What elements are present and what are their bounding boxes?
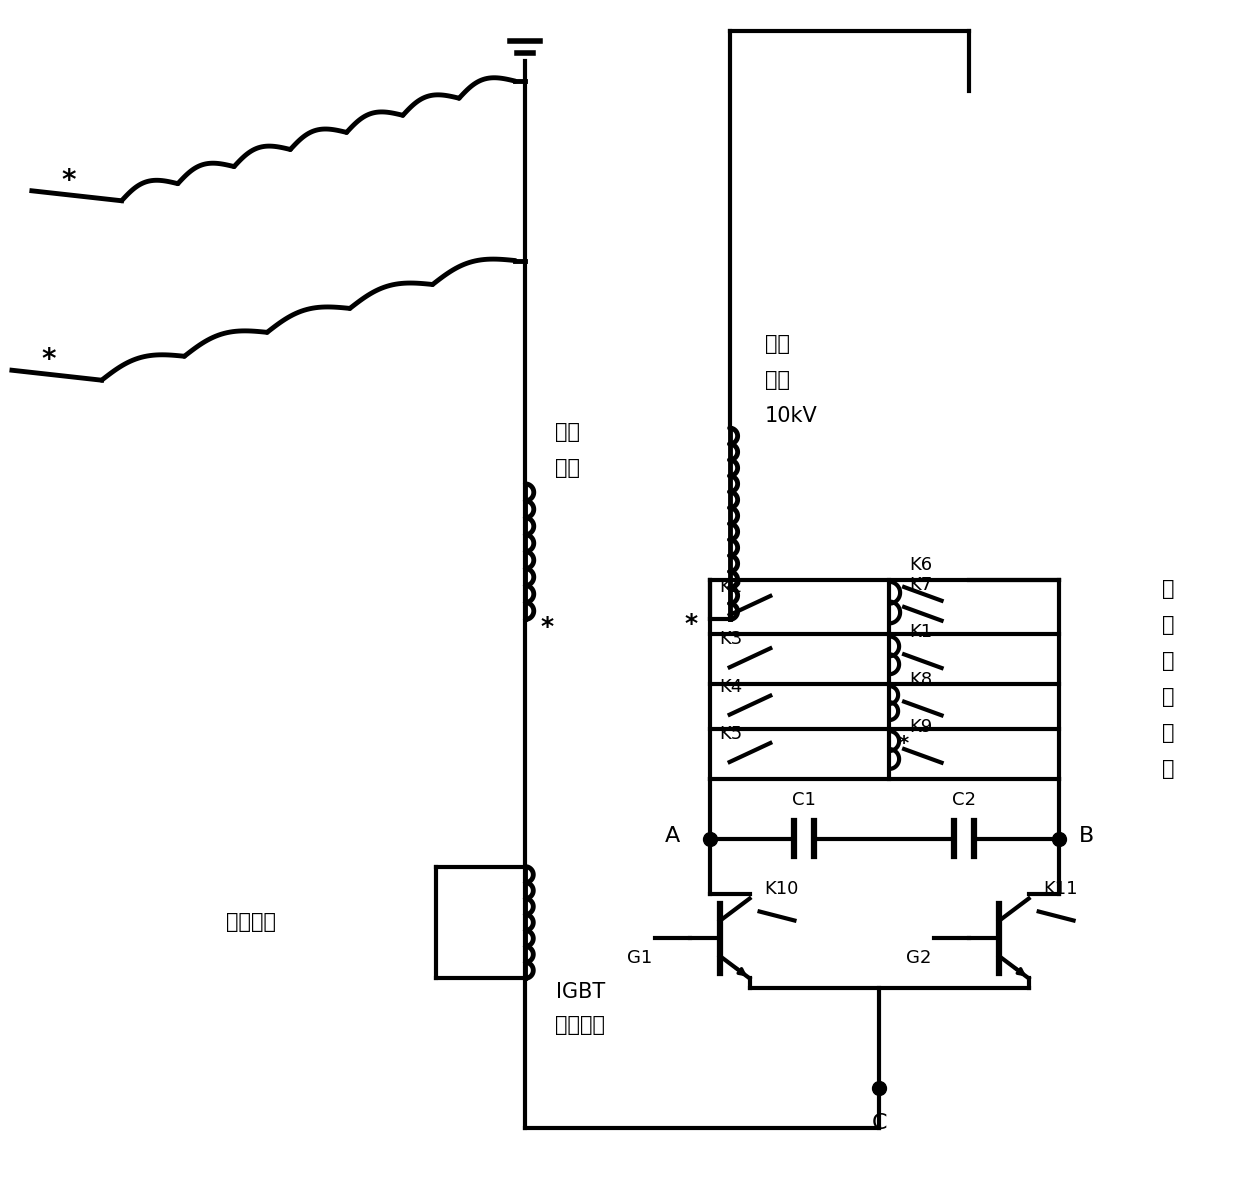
Text: G2: G2 <box>906 950 931 968</box>
Text: *: * <box>684 613 698 637</box>
Text: K7: K7 <box>909 576 932 594</box>
Text: K10: K10 <box>765 880 799 898</box>
Text: A: A <box>665 826 680 845</box>
Text: G1: G1 <box>627 950 652 968</box>
Text: *: * <box>899 734 909 753</box>
Text: *: * <box>541 615 553 639</box>
Text: C: C <box>872 1113 887 1133</box>
Text: K8: K8 <box>909 670 932 688</box>
Text: K11: K11 <box>1044 880 1078 898</box>
Text: B: B <box>1079 826 1094 845</box>
Text: *: * <box>62 167 77 194</box>
Text: K9: K9 <box>909 718 932 736</box>
Text: 可
调
绕
组
组
件: 可 调 绕 组 组 件 <box>1162 579 1174 779</box>
Text: K6: K6 <box>909 556 932 574</box>
Text: K4: K4 <box>719 677 743 695</box>
Text: 低压
绕组: 低压 绕组 <box>556 422 580 478</box>
Text: C1: C1 <box>792 791 816 809</box>
Text: C2: C2 <box>952 791 976 809</box>
Text: K3: K3 <box>719 631 743 649</box>
Text: *: * <box>42 347 56 374</box>
Text: IGBT
切换机构: IGBT 切换机构 <box>556 982 605 1035</box>
Text: K2: K2 <box>719 578 743 596</box>
Text: 测量绕组: 测量绕组 <box>226 912 277 933</box>
Text: K1: K1 <box>909 623 932 641</box>
Text: 高压
绕组
10kV: 高压 绕组 10kV <box>765 335 817 426</box>
Text: K5: K5 <box>719 725 743 743</box>
